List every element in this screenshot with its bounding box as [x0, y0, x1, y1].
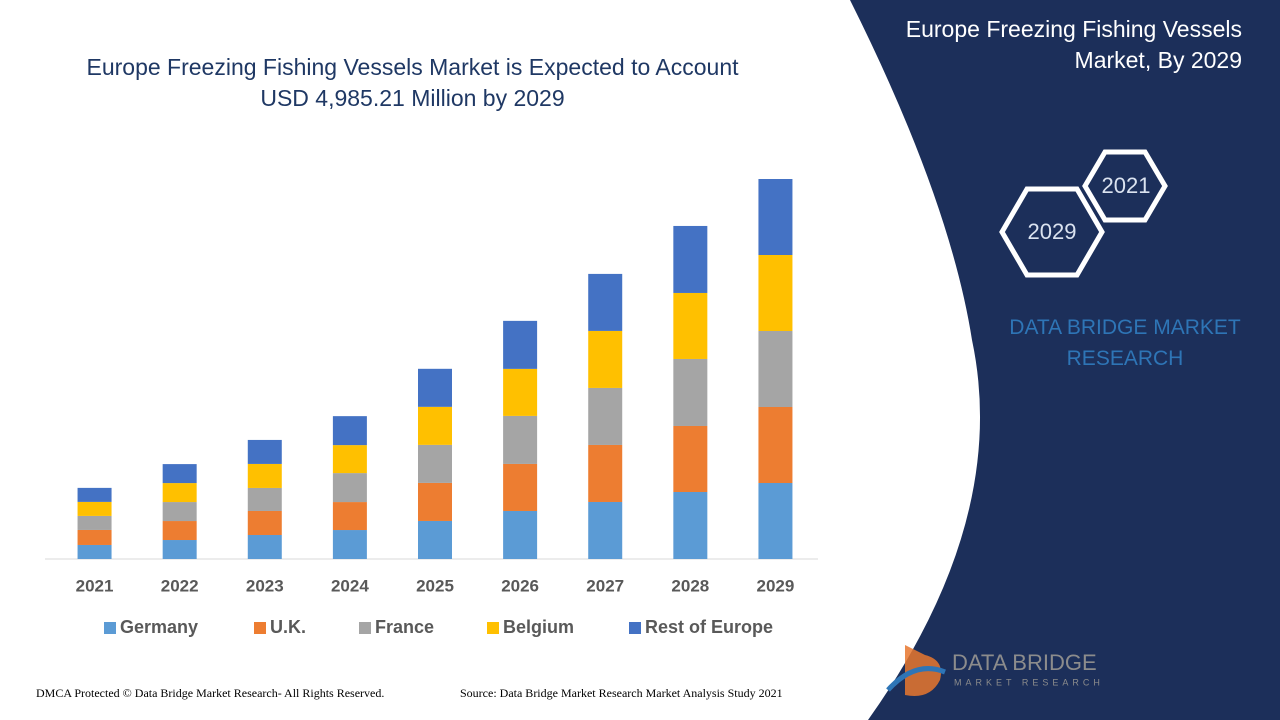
bar-segment [588, 330, 623, 388]
logo-swoosh [886, 666, 946, 692]
bar-segment [77, 487, 112, 502]
footer-left: DMCA Protected © Data Bridge Market Rese… [36, 686, 385, 700]
bar-segment [503, 320, 538, 369]
legend-label: Germany [120, 617, 198, 637]
legend-label: France [375, 617, 434, 637]
bar-segment [588, 273, 623, 331]
bar-segment [758, 407, 793, 483]
x-tick-label: 2029 [757, 576, 795, 595]
bar-segment [77, 501, 112, 516]
x-tick-label: 2021 [76, 576, 114, 595]
bar-segment [503, 415, 538, 464]
brand-text: DATA BRIDGE MARKET RESEARCH [1009, 316, 1241, 370]
x-tick-label: 2027 [586, 576, 624, 595]
legend-label: Rest of Europe [645, 617, 773, 637]
legend-swatch [104, 622, 116, 634]
bar-segment [162, 521, 197, 541]
bar-segment [758, 483, 793, 559]
bar-segment [162, 464, 197, 484]
bar-segment [418, 444, 452, 483]
bar-segment [673, 358, 708, 426]
bar-segment [247, 439, 282, 464]
logo-tagline: MARKET RESEARCH [954, 677, 1104, 687]
bar-segment [673, 225, 708, 293]
bar-segment [162, 502, 197, 522]
x-tick-label: 2022 [161, 576, 199, 595]
bar-segment [503, 368, 538, 416]
logo-name: DATA BRIDGE [952, 650, 1097, 675]
legend-swatch [359, 622, 371, 634]
panel-title: Europe Freezing Fishing Vessels Market, … [905, 16, 1242, 73]
bar-segment [332, 445, 367, 474]
bar-segment [247, 487, 282, 511]
chart-title: Europe Freezing Fishing Vessels Market i… [86, 54, 739, 111]
bar-segment [418, 406, 452, 445]
bar-segment [588, 444, 623, 502]
legend-label: U.K. [270, 617, 306, 637]
bar-segment [247, 534, 282, 559]
x-tick-label: 2028 [671, 576, 709, 595]
bar-segment [332, 530, 367, 559]
bar-segment [588, 387, 623, 445]
hex-label: 2021 [1102, 173, 1151, 198]
x-tick-label: 2024 [331, 576, 369, 595]
x-tick-label: 2025 [416, 576, 454, 595]
bar-segment [77, 544, 112, 559]
hex-label: 2029 [1028, 219, 1077, 244]
bar-segment [332, 502, 367, 531]
legend-label: Belgium [503, 617, 574, 637]
bar-segment [503, 463, 538, 511]
bar-segment [758, 331, 793, 407]
bar-segment [418, 482, 452, 521]
bar-segment [673, 425, 708, 492]
hexagon [1082, 149, 1168, 223]
hexagon [999, 186, 1105, 278]
bar-segment [673, 491, 708, 559]
side-panel [850, 0, 1280, 720]
bar-segment [418, 520, 452, 559]
bar-segment [758, 255, 793, 331]
bar-segment [332, 473, 367, 503]
legend-swatch [629, 622, 641, 634]
bar-segment [247, 510, 282, 535]
bar-segment [247, 463, 282, 488]
bar-segment [588, 501, 623, 559]
bar-segment [162, 540, 197, 559]
x-tick-label: 2023 [246, 576, 284, 595]
footer-right: Source: Data Bridge Market Research Mark… [460, 686, 783, 700]
bar-segment [758, 179, 793, 255]
bar-segment [77, 515, 112, 530]
bar-segment [503, 510, 538, 559]
x-tick-label: 2026 [501, 576, 539, 595]
bar-segment [332, 416, 367, 446]
bar-segment [162, 483, 197, 503]
bar-segment [673, 292, 708, 359]
bar-segment [77, 529, 112, 545]
legend-swatch [487, 622, 499, 634]
bar-segment [418, 368, 452, 407]
legend-swatch [254, 622, 266, 634]
